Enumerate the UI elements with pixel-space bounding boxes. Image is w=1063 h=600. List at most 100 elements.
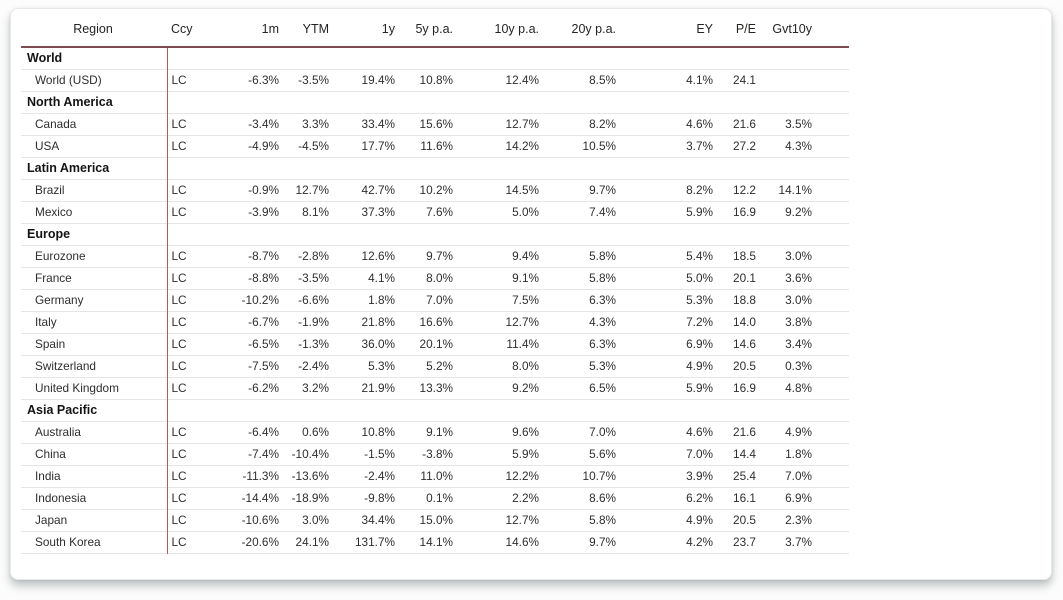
y10-cell: 11.4%: [506, 337, 539, 351]
section-label: World: [21, 47, 168, 69]
ytm-cell: 3.3%: [302, 117, 329, 131]
section-row: World: [21, 47, 849, 69]
y20-cell: 6.3%: [589, 293, 616, 307]
ccy-cell: LC: [171, 117, 187, 131]
y5-cell: 9.1%: [426, 425, 453, 439]
y1-cell: 33.4%: [361, 117, 395, 131]
ccy-cell: LC: [171, 337, 187, 351]
gvt10y-cell: 0.3%: [785, 359, 812, 373]
empty-cell: [397, 47, 455, 69]
gvt10y-cell: 7.0%: [785, 469, 812, 483]
column-header-10y-pa[interactable]: 10y p.a.: [455, 17, 541, 48]
column-header-region[interactable]: Region: [21, 17, 167, 48]
ey-cell: 8.2%: [686, 183, 713, 197]
empty-cell: [758, 157, 849, 179]
empty-cell: [541, 157, 618, 179]
y10-cell: 12.7%: [505, 315, 539, 329]
y1-cell: 10.8%: [361, 425, 395, 439]
y10-cell: 7.5%: [512, 293, 539, 307]
column-header-5y-pa[interactable]: 5y p.a.: [397, 17, 455, 48]
y10-cell: 9.4%: [512, 249, 539, 263]
ey-cell: 3.7%: [686, 139, 713, 153]
y10-cell: 5.0%: [512, 205, 539, 219]
gvt10y-cell: 3.5%: [785, 117, 812, 131]
y10-cell: 12.7%: [505, 513, 539, 527]
y10-cell: 5.9%: [512, 447, 539, 461]
empty-cell: [331, 47, 397, 69]
ccy-cell: LC: [171, 315, 187, 329]
region-cell: Japan: [21, 509, 168, 531]
table-row: USA LC -4.9% -4.5% 17.7% 11.6% 14.2% 10.5% 3.7% 2…: [21, 135, 849, 157]
empty-cell: [455, 157, 541, 179]
y5-cell: 8.0%: [426, 271, 453, 285]
empty-cell: [219, 91, 281, 113]
ccy-cell: LC: [171, 425, 187, 439]
table-row: China LC -7.4% -10.4% -1.5% -3.8% 5.9% 5.6% 7.0%…: [21, 443, 849, 465]
empty-cell: [541, 399, 618, 421]
empty-cell: [541, 223, 618, 245]
gvt10y-cell: 2.3%: [785, 513, 812, 527]
empty-cell: [715, 47, 758, 69]
y5-cell: 7.0%: [426, 293, 453, 307]
section-label: North America: [21, 91, 168, 113]
y20-cell: 5.8%: [589, 513, 616, 527]
ey-cell: 5.9%: [686, 205, 713, 219]
table-row: Mexico LC -3.9% 8.1% 37.3% 7.6% 5.0% 7.4% 5.9% 16…: [21, 201, 849, 223]
column-header-20y-pa[interactable]: 20y p.a.: [541, 17, 618, 48]
gvt10y-cell: [758, 69, 849, 91]
report-card: Region Ccy 1m YTM 1y 5y p.a. 10y p.a. 20…: [10, 8, 1052, 580]
pe-cell: 16.9: [733, 205, 756, 219]
column-header-1m[interactable]: 1m: [219, 17, 281, 48]
column-header-ey[interactable]: EY: [618, 17, 715, 48]
pe-cell: 18.5: [733, 249, 756, 263]
header-row: Region Ccy 1m YTM 1y 5y p.a. 10y p.a. 20…: [21, 17, 849, 48]
empty-cell: [715, 157, 758, 179]
y5-cell: 16.6%: [419, 315, 453, 329]
empty-cell: [715, 399, 758, 421]
pe-cell: 21.6: [733, 117, 756, 131]
empty-cell: [618, 399, 715, 421]
empty-cell: [219, 157, 281, 179]
empty-cell: [281, 223, 331, 245]
gvt10y-cell: 9.2%: [785, 205, 812, 219]
ccy-cell: LC: [171, 271, 187, 285]
column-header-ccy[interactable]: Ccy: [167, 17, 219, 48]
region-cell: Spain: [21, 333, 168, 355]
m1-cell: -3.9%: [248, 205, 279, 219]
ey-cell: 5.0%: [686, 271, 713, 285]
y5-cell: 13.3%: [419, 381, 453, 395]
ey-cell: 4.1%: [686, 73, 713, 87]
y1-cell: 34.4%: [361, 513, 395, 527]
column-header-ytm[interactable]: YTM: [281, 17, 331, 48]
y5-cell: 11.6%: [420, 139, 453, 153]
y1-cell: -2.4%: [364, 469, 395, 483]
empty-cell: [167, 399, 219, 421]
ytm-cell: 12.7%: [295, 183, 329, 197]
ytm-cell: -1.9%: [298, 315, 329, 329]
ytm-cell: -2.4%: [298, 359, 329, 373]
m1-cell: -0.9%: [248, 183, 279, 197]
section-label: Asia Pacific: [21, 399, 168, 421]
y20-cell: 10.5%: [582, 139, 616, 153]
ey-cell: 7.0%: [686, 447, 713, 461]
ey-cell: 5.9%: [686, 381, 713, 395]
empty-cell: [758, 223, 849, 245]
table-row: Switzerland LC -7.5% -2.4% 5.3% 5.2% 8.0% 5.3% 4…: [21, 355, 849, 377]
ccy-cell: LC: [171, 447, 187, 461]
column-header-pe[interactable]: P/E: [715, 17, 758, 48]
gvt10y-cell: 14.1%: [778, 183, 812, 197]
ey-cell: 4.6%: [686, 425, 713, 439]
region-cell: Italy: [21, 311, 168, 333]
m1-cell: -6.7%: [248, 315, 279, 329]
column-header-gvt10y[interactable]: Gvt10y: [758, 17, 849, 48]
y1-cell: -1.5%: [364, 447, 395, 461]
m1-cell: -6.2%: [248, 381, 279, 395]
empty-cell: [758, 91, 849, 113]
table-row: Spain LC -6.5% -1.3% 36.0% 20.1% 11.4% 6.3% 6.9%…: [21, 333, 849, 355]
column-header-1y[interactable]: 1y: [331, 17, 397, 48]
y20-cell: 9.7%: [589, 535, 616, 549]
y5-cell: 14.1%: [419, 535, 453, 549]
table-row: Australia LC -6.4% 0.6% 10.8% 9.1% 9.6% 7.0% 4.6…: [21, 421, 849, 443]
empty-cell: [397, 399, 455, 421]
y1-cell: 4.1%: [368, 271, 395, 285]
